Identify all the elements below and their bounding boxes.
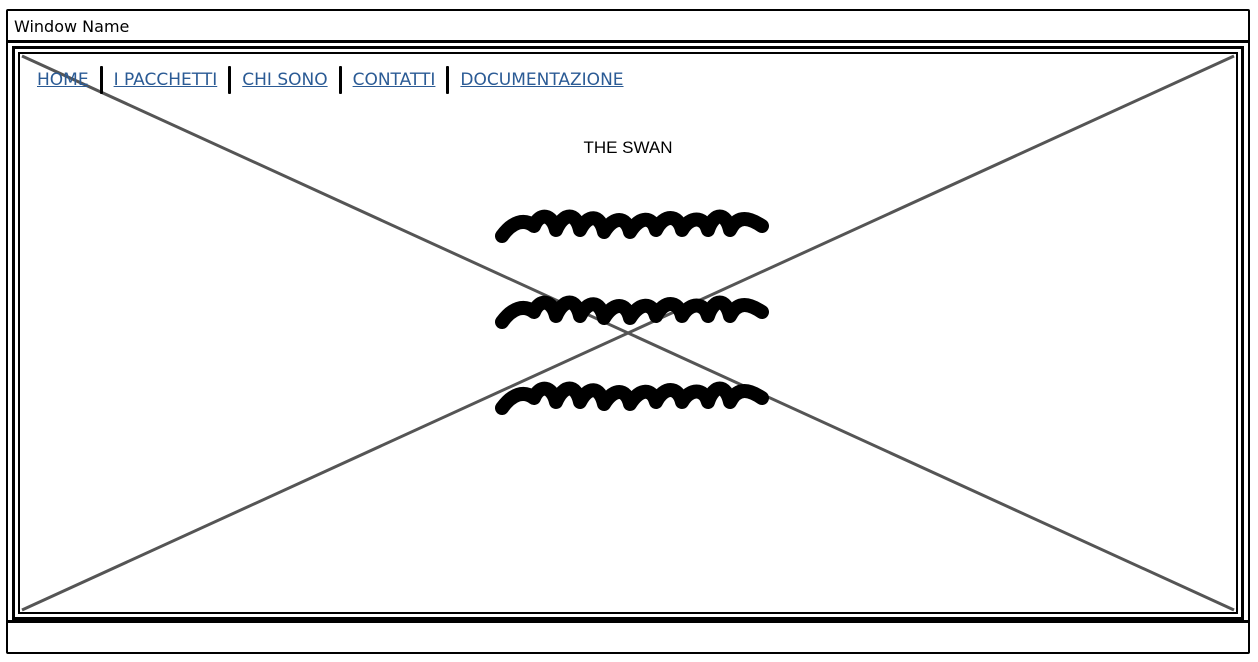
scribble-text-line <box>495 295 769 329</box>
nav-separator <box>338 66 342 94</box>
window-titlebar: Window Name <box>8 11 1248 43</box>
nav-link-documentazione[interactable]: DOCUMENTAZIONE <box>460 70 624 90</box>
nav-separator <box>228 66 232 94</box>
window-title: Window Name <box>14 17 130 36</box>
scribble-text-line <box>495 381 769 415</box>
scribble-text-line <box>495 209 769 243</box>
nav-link-pacchetti[interactable]: I PACCHETTI <box>113 70 218 90</box>
nav-separator <box>99 66 103 94</box>
nav-link-home[interactable]: HOME <box>37 70 89 90</box>
nav-link-chi-sono[interactable]: CHI SONO <box>242 70 328 90</box>
nav-link-contatti[interactable]: CONTATTI <box>352 70 436 90</box>
nav-separator <box>446 66 450 94</box>
content-frame: HOME I PACCHETTI CHI SONO CONTATTI DOCUM… <box>12 46 1244 620</box>
image-placeholder: HOME I PACCHETTI CHI SONO CONTATTI DOCUM… <box>18 52 1238 614</box>
status-bar <box>8 620 1248 652</box>
image-placeholder-x-icon <box>21 54 1235 612</box>
brand-title: THE SWAN <box>583 138 673 157</box>
app-window: Window Name HOME I PACCHETTI CHI SONO CO… <box>6 9 1250 654</box>
top-nav: HOME I PACCHETTI CHI SONO CONTATTI DOCUM… <box>37 65 624 95</box>
